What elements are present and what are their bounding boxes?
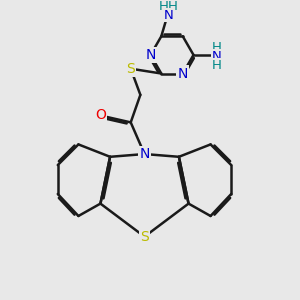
Text: H: H	[158, 0, 168, 14]
Text: N: N	[139, 147, 150, 161]
Text: H: H	[212, 41, 222, 54]
Text: N: N	[146, 48, 156, 62]
Text: S: S	[126, 62, 135, 76]
Text: O: O	[95, 109, 106, 122]
Text: H: H	[168, 0, 178, 14]
Text: N: N	[178, 67, 188, 80]
Text: H: H	[212, 59, 222, 72]
Text: S: S	[140, 230, 149, 244]
Text: N: N	[163, 9, 173, 22]
Text: N: N	[212, 50, 222, 63]
